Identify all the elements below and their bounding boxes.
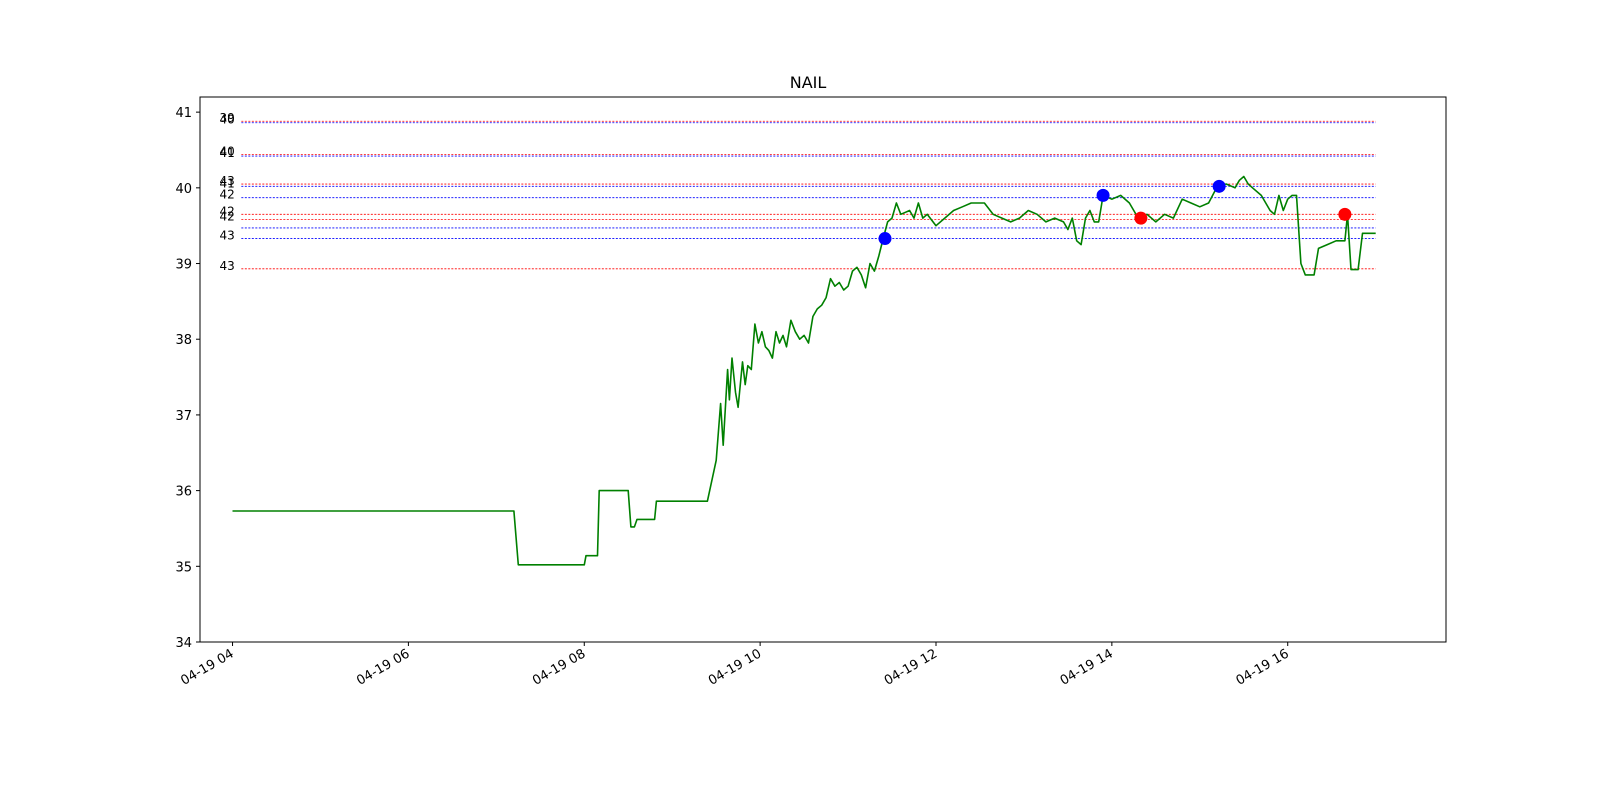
- level-label: 43: [220, 229, 235, 243]
- x-tick-label: 04-19 08: [530, 646, 588, 688]
- x-axis: 04-19 04 04-19 06 04-19 08 04-19 10 04-19 12…: [178, 642, 1292, 689]
- y-axis: 34 35 36 37 38 39 40 41: [175, 106, 200, 651]
- level-label: 40: [220, 113, 235, 127]
- y-tick-label: 40: [175, 182, 192, 197]
- y-tick-label: 36: [175, 485, 192, 500]
- level-label: 43: [220, 259, 235, 273]
- level-label: 40: [220, 145, 235, 159]
- plot-frame: [199, 96, 1447, 643]
- buy-marker: [1096, 188, 1110, 202]
- y-tick-label: 41: [175, 106, 192, 121]
- x-tick-label: 04-19 14: [1058, 646, 1116, 688]
- sell-marker: [1134, 211, 1148, 225]
- level-label: 39: [220, 111, 235, 125]
- y-tick-label: 37: [175, 409, 192, 424]
- level-label: 41: [220, 176, 235, 190]
- x-tick-label: 04-19 06: [354, 646, 412, 688]
- sell-marker: [1338, 207, 1352, 221]
- buy-marker: [878, 232, 892, 246]
- price-series: [232, 175, 1376, 566]
- level-label: 42: [220, 210, 235, 224]
- level-label: 43: [220, 174, 235, 188]
- x-tick-label: 04-19 04: [178, 646, 236, 688]
- y-tick-label: 39: [175, 258, 192, 273]
- trade-markers: [878, 179, 1352, 246]
- y-tick-label: 38: [175, 333, 192, 348]
- y-tick-label: 35: [175, 560, 192, 575]
- buy-marker: [1212, 179, 1226, 193]
- y-tick-label: 34: [175, 636, 192, 651]
- x-tick-label: 04-19 16: [1234, 646, 1292, 688]
- series-line: [232, 175, 1376, 566]
- x-tick-label: 04-19 10: [706, 646, 764, 688]
- level-label: 42: [220, 188, 235, 202]
- chart-title: NAIL: [790, 73, 827, 92]
- level-label: 42: [220, 204, 235, 218]
- level-label: 41: [220, 146, 235, 160]
- level-lines: [241, 120, 1376, 270]
- x-tick-label: 04-19 12: [882, 646, 940, 688]
